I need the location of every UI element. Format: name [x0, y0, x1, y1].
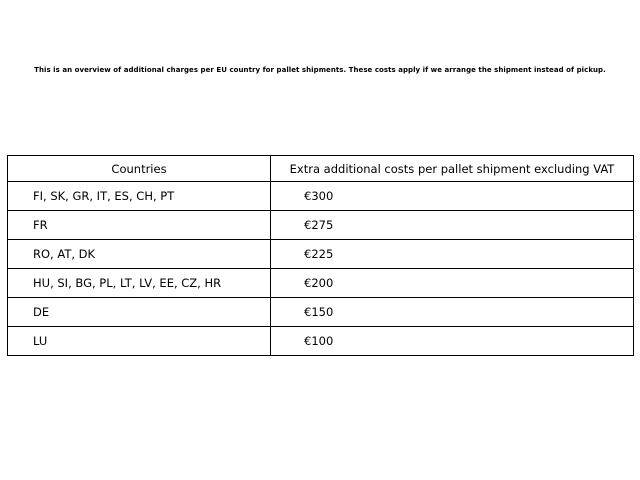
costs-column-header: Extra additional costs per pallet shipme…	[270, 155, 634, 182]
cost-cell: €100	[270, 326, 634, 356]
countries-cell: RO, AT, DK	[7, 239, 271, 269]
countries-cell: DE	[7, 297, 271, 327]
table-header-row: Countries Extra additional costs per pal…	[7, 155, 634, 182]
countries-cell: FR	[7, 210, 271, 240]
countries-column-header: Countries	[7, 155, 271, 182]
table-row: RO, AT, DK €225	[7, 239, 634, 269]
table-row: FI, SK, GR, IT, ES, CH, PT €300	[7, 181, 634, 211]
countries-cell: HU, SI, BG, PL, LT, LV, EE, CZ, HR	[7, 268, 271, 298]
cost-cell: €200	[270, 268, 634, 298]
table-row: FR €275	[7, 210, 634, 240]
table-row: DE €150	[7, 297, 634, 327]
countries-cell: LU	[7, 326, 271, 356]
cost-cell: €225	[270, 239, 634, 269]
overview-text: This is an overview of additional charge…	[34, 66, 606, 74]
cost-cell: €150	[270, 297, 634, 327]
charges-table: Countries Extra additional costs per pal…	[7, 155, 634, 356]
countries-cell: FI, SK, GR, IT, ES, CH, PT	[7, 181, 271, 211]
cost-cell: €275	[270, 210, 634, 240]
table-row: HU, SI, BG, PL, LT, LV, EE, CZ, HR €200	[7, 268, 634, 298]
table-row: LU €100	[7, 326, 634, 356]
cost-cell: €300	[270, 181, 634, 211]
